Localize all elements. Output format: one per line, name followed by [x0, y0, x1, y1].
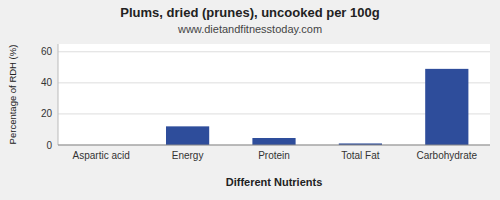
- x-tick-label: Aspartic acid: [73, 150, 130, 161]
- grid-line: [58, 51, 490, 52]
- y-tick-label: 60: [41, 46, 53, 57]
- y-tick-label: 40: [41, 77, 53, 88]
- x-tick-label: Protein: [258, 150, 290, 161]
- y-axis-label: Percentage of RDH (%): [7, 45, 18, 145]
- chart: Plums, dried (prunes), uncooked per 100g…: [0, 0, 500, 200]
- x-axis-line: [58, 145, 490, 146]
- bar: [166, 126, 209, 145]
- title: Plums, dried (prunes), uncooked per 100g: [120, 5, 379, 20]
- bar: [425, 69, 468, 145]
- bars: [166, 69, 468, 145]
- y-tick-label: 0: [46, 140, 52, 151]
- subtitle: www.dietandfitnesstoday.com: [177, 23, 322, 35]
- grid-line: [58, 145, 490, 146]
- y-tick-label: 20: [41, 108, 53, 119]
- x-tick-label: Energy: [172, 150, 204, 161]
- y-axis-line: [58, 44, 59, 145]
- plot-background: [58, 44, 490, 145]
- background: [0, 0, 500, 200]
- x-tick-label: Carbohydrate: [417, 150, 478, 161]
- x-axis-label: Different Nutrients: [226, 176, 323, 188]
- bar: [252, 138, 295, 145]
- x-tick-label: Total Fat: [341, 150, 380, 161]
